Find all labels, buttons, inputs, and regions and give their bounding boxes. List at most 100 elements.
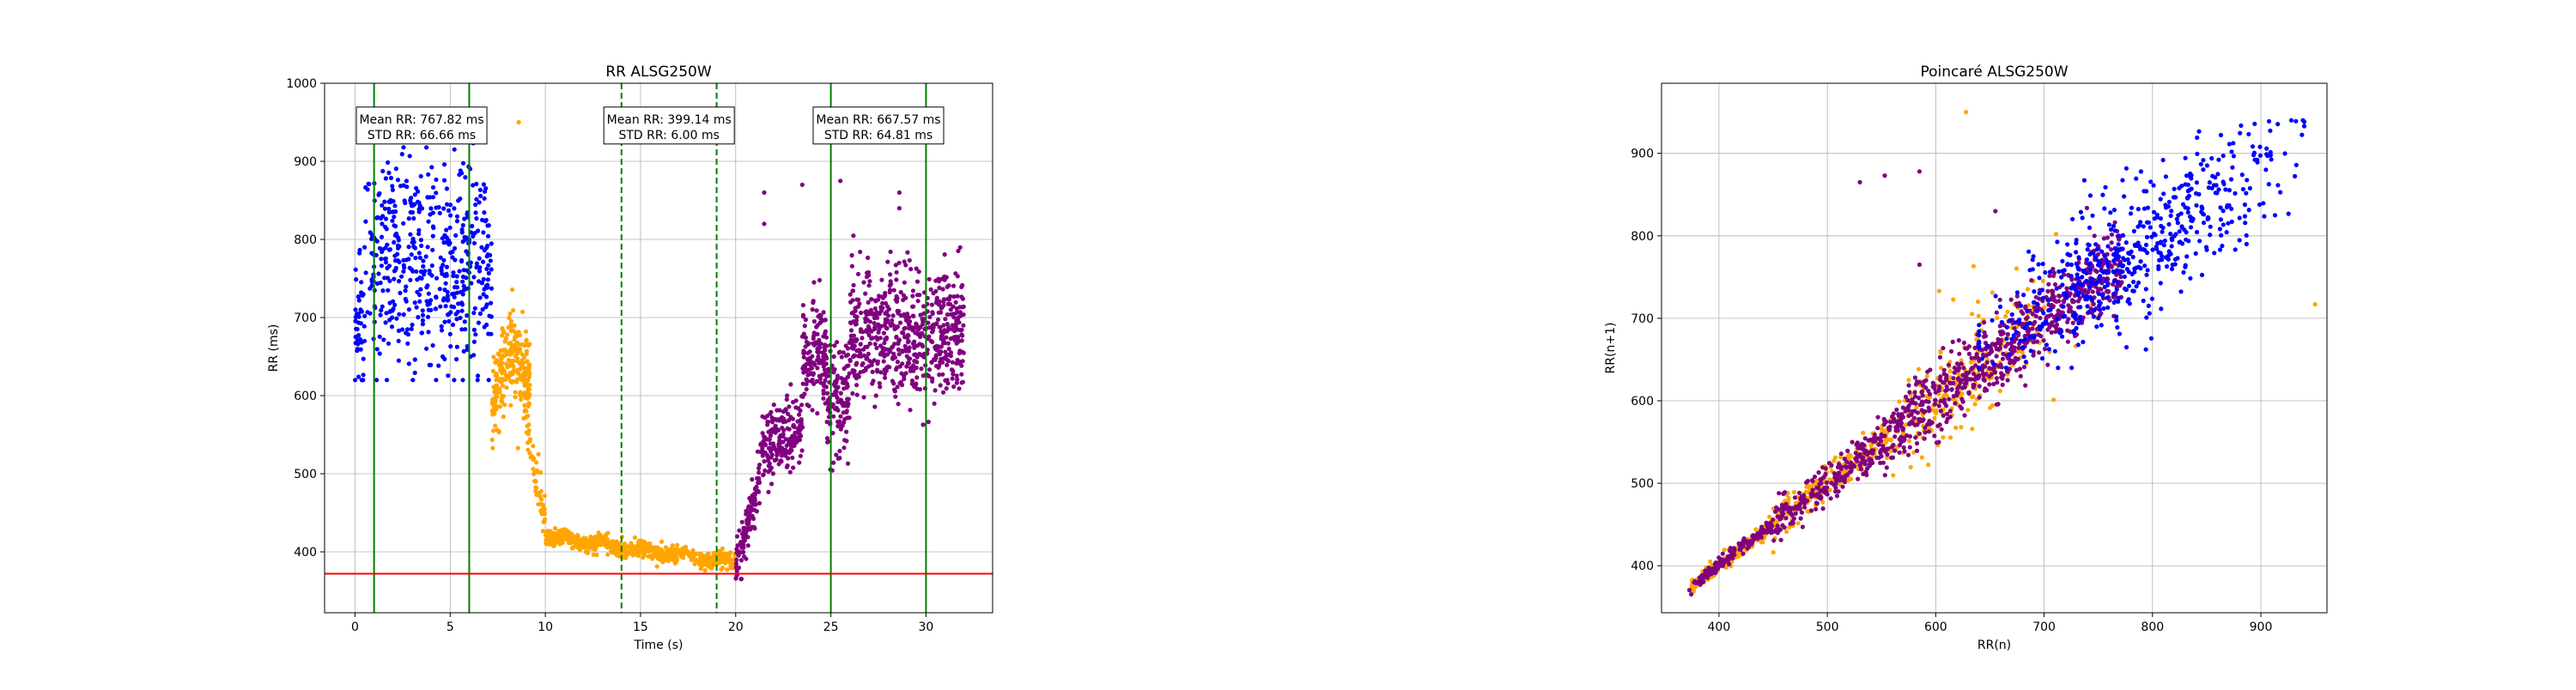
poincare-data-point xyxy=(1925,374,1929,378)
rr-data-point xyxy=(852,283,856,288)
poincare-data-point xyxy=(1820,465,1825,469)
rr-data-point xyxy=(390,184,394,188)
rr-data-point xyxy=(675,548,679,553)
poincare-data-point xyxy=(1959,425,1963,429)
poincare-data-point xyxy=(2041,311,2045,315)
rr-data-point xyxy=(941,287,945,291)
rr-data-point xyxy=(734,561,738,566)
rr-data-point xyxy=(410,252,414,257)
rr-data-point xyxy=(871,370,875,374)
poincare-data-point xyxy=(2081,340,2085,344)
rr-data-point xyxy=(488,253,492,257)
rr-data-point xyxy=(420,206,424,210)
rr-data-point xyxy=(894,277,898,281)
poincare-data-point xyxy=(1916,410,1920,415)
poincare-data-point xyxy=(2076,342,2081,347)
poincare-data-point xyxy=(1705,572,1710,577)
poincare-data-point xyxy=(1861,431,1865,435)
rr-data-point xyxy=(912,340,916,344)
poincare-data-point xyxy=(2233,247,2238,251)
rr-data-point xyxy=(524,409,528,414)
rr-data-point xyxy=(424,285,428,289)
rr-data-point xyxy=(930,303,934,307)
rr-data-point xyxy=(832,354,836,359)
rr-data-point xyxy=(402,312,406,317)
rr-data-point xyxy=(519,397,523,402)
rr-data-point xyxy=(478,188,483,192)
rr-data-point xyxy=(931,312,935,316)
rr-data-point xyxy=(762,221,766,226)
rr-data-point xyxy=(456,301,460,306)
rr-data-point xyxy=(404,179,409,183)
poincare-data-point xyxy=(1932,433,1936,438)
rr-data-point xyxy=(701,554,705,558)
rr-data-point xyxy=(541,506,545,511)
rr-data-point xyxy=(453,257,457,262)
rr-data-point xyxy=(594,535,598,539)
poincare-data-point xyxy=(1990,372,1994,377)
poincare-data-point xyxy=(1825,485,1829,489)
poincare-data-point xyxy=(1998,389,2002,393)
rr-data-point xyxy=(934,322,939,326)
poincare-data-point xyxy=(1917,169,1922,173)
poincare-data-point xyxy=(1890,445,1894,449)
poincare-data-point xyxy=(1894,408,1899,412)
rr-data-point xyxy=(481,230,485,234)
poincare-data-point xyxy=(1760,540,1765,544)
rr-data-point xyxy=(362,339,367,343)
rr-data-point xyxy=(750,514,755,518)
poincare-data-point xyxy=(1870,448,1874,452)
poincare-data-point xyxy=(1948,435,1953,439)
poincare-data-point xyxy=(1961,400,1965,404)
poincare-data-point xyxy=(1927,409,1931,413)
poincare-data-point xyxy=(2220,244,2224,248)
poincare-data-point xyxy=(2000,320,2004,324)
rr-data-point xyxy=(730,560,734,564)
rr-data-point xyxy=(666,559,671,563)
poincare-data-point xyxy=(2144,287,2148,291)
rr-data-point xyxy=(848,415,852,420)
rr-data-point xyxy=(826,398,830,402)
rr-data-point xyxy=(472,340,477,344)
poincare-data-point xyxy=(1978,396,1982,400)
poincare-data-point xyxy=(2055,287,2059,291)
rr-data-point xyxy=(428,308,433,312)
rr-points xyxy=(353,120,966,581)
rr-data-point xyxy=(787,404,791,409)
rr-data-point xyxy=(384,320,388,324)
rr-data-point xyxy=(511,308,515,312)
rr-data-point xyxy=(788,470,793,475)
annotation-mean-text: Mean RR: 767.82 ms xyxy=(359,113,483,127)
poincare-data-point xyxy=(1958,404,1962,409)
rr-data-point xyxy=(485,302,489,306)
poincare-data-point xyxy=(1840,485,1844,489)
poincare-data-point xyxy=(2037,333,2041,337)
poincare-data-point xyxy=(2023,326,2027,330)
poincare-data-point xyxy=(2085,257,2089,262)
poincare-data-point xyxy=(1773,510,1777,514)
poincare-data-point xyxy=(2065,320,2069,324)
poincare-data-point xyxy=(2048,324,2052,328)
poincare-data-point xyxy=(1814,486,1819,490)
rr-data-point xyxy=(878,381,882,385)
poincare-data-point xyxy=(1977,314,1981,318)
rr-data-point xyxy=(482,182,486,186)
rr-data-point xyxy=(800,425,805,429)
rr-data-point xyxy=(541,503,545,507)
rr-data-point xyxy=(482,210,486,215)
rr-data-point xyxy=(398,291,402,295)
poincare-data-point xyxy=(1885,465,1889,469)
rr-data-point xyxy=(441,258,446,263)
poincare-data-point xyxy=(1856,477,1860,481)
poincare-data-point xyxy=(2294,163,2299,167)
rr-data-point xyxy=(775,457,779,462)
rr-data-point xyxy=(358,307,362,312)
poincare-data-point xyxy=(1829,463,1833,467)
rr-data-point xyxy=(383,245,387,250)
rr-data-point xyxy=(420,330,424,335)
rr-data-point xyxy=(790,434,794,439)
rr-data-point xyxy=(404,330,408,335)
rr-data-point xyxy=(739,577,744,581)
poincare-data-point xyxy=(1815,501,1820,505)
rr-data-point xyxy=(444,272,448,276)
